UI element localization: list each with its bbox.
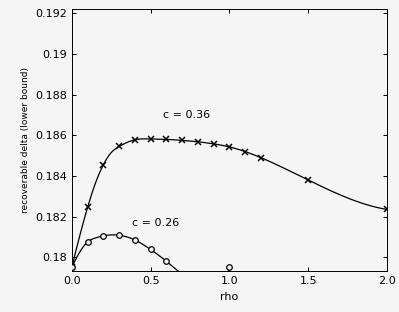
Text: c = 0.26: c = 0.26 — [132, 218, 179, 228]
X-axis label: rho: rho — [220, 292, 239, 302]
Y-axis label: recoverable delta (lower bound): recoverable delta (lower bound) — [20, 67, 30, 213]
Text: c = 0.36: c = 0.36 — [163, 110, 210, 120]
